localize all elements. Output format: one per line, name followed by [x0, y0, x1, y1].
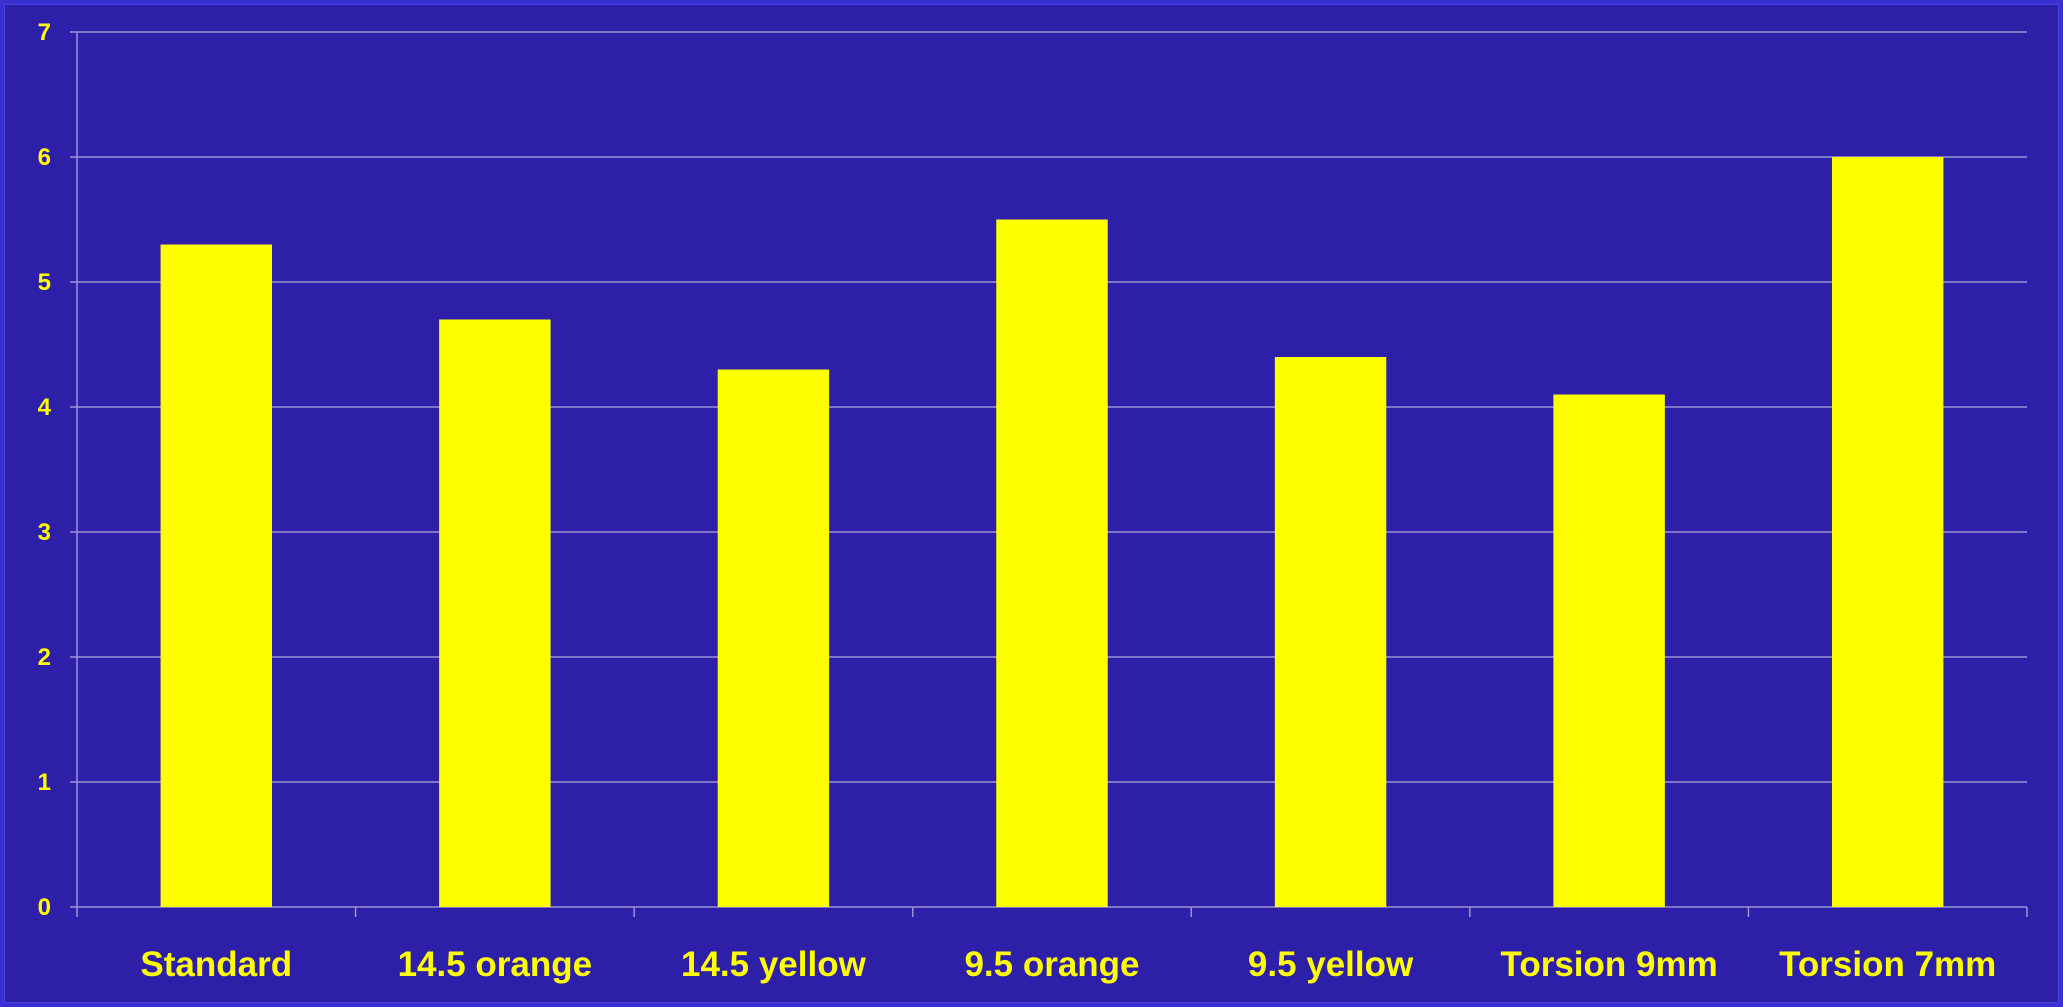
- bar: [1832, 157, 1944, 907]
- bar: [160, 244, 272, 907]
- x-category-label: Torsion 9mm: [1501, 945, 1718, 984]
- bar-chart: 0 1 2 3 4 5 6 7 Standard 14.5 orange 14.5 yellow 9…: [38, 19, 2028, 984]
- bar: [1553, 394, 1665, 907]
- x-category-label: Standard: [140, 945, 292, 984]
- bar: [439, 319, 551, 907]
- chart-area: 0 1 2 3 4 5 6 7 Standard 14.5 orange 14.5 yellow 9…: [4, 4, 2059, 1003]
- y-tick-label: 7: [38, 19, 51, 46]
- x-category-label: 9.5 yellow: [1248, 945, 1414, 984]
- x-category-label: 9.5 orange: [964, 945, 1139, 984]
- x-category-label: 14.5 yellow: [681, 945, 867, 984]
- y-tick-label: 0: [38, 894, 51, 921]
- x-category-label: 14.5 orange: [398, 945, 593, 984]
- y-tick-label: 6: [38, 144, 51, 171]
- bar: [717, 369, 830, 907]
- bars: [160, 157, 1944, 907]
- bar: [996, 219, 1108, 907]
- y-tick-label: 5: [38, 269, 51, 296]
- x-category-labels: Standard 14.5 orange 14.5 yellow 9.5 orange…: [140, 945, 1996, 984]
- x-category-label: Torsion 7mm: [1779, 945, 1996, 984]
- bar: [1274, 357, 1387, 907]
- y-tick-label: 1: [38, 769, 51, 796]
- y-tick-label: 4: [38, 394, 52, 421]
- y-tick-label: 3: [38, 519, 51, 546]
- y-tick-labels: 0 1 2 3 4 5 6 7: [38, 19, 52, 921]
- y-tick-label: 2: [38, 644, 51, 671]
